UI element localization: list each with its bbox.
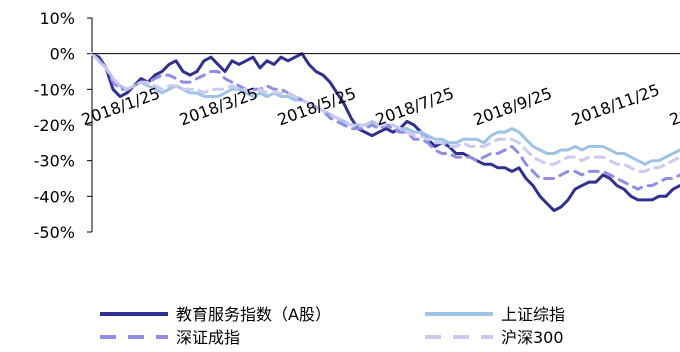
series-line-1: [90, 52, 680, 213]
y-tick-label: -40%: [34, 187, 75, 206]
legend-item-1: 教育服务指数（A股）: [100, 305, 331, 324]
legend-item-3: 深证成指: [100, 328, 240, 347]
legend-label: 上证综指: [501, 305, 565, 324]
y-tick-label: 0%: [50, 45, 75, 64]
x-tick-label: 2019/1/25: [667, 84, 680, 130]
legend-item-2: 上证综指: [425, 305, 565, 324]
x-tick-label: 2018/11/25: [569, 80, 662, 129]
x-tick-label: 2018/9/25: [471, 84, 555, 130]
y-tick-label: -50%: [34, 223, 75, 242]
legend-label: 深证成指: [176, 328, 240, 347]
legend-label: 教育服务指数（A股）: [176, 305, 331, 324]
legend-label: 沪深300: [501, 328, 564, 347]
y-tick-label: -20%: [34, 116, 75, 135]
x-tick-label: 2018/7/25: [373, 84, 457, 130]
x-tick-label: 2018/1/25: [79, 84, 163, 130]
plot-area: [90, 52, 680, 213]
y-axis: 10% 0% -10% -20% -30% -40% -50%: [34, 9, 93, 242]
y-tick-label: 10%: [39, 9, 75, 28]
series-line-4: [90, 52, 680, 173]
legend-item-4: 沪深300: [425, 328, 564, 347]
y-tick-label: -10%: [34, 80, 75, 99]
y-tick-label: -30%: [34, 152, 75, 171]
